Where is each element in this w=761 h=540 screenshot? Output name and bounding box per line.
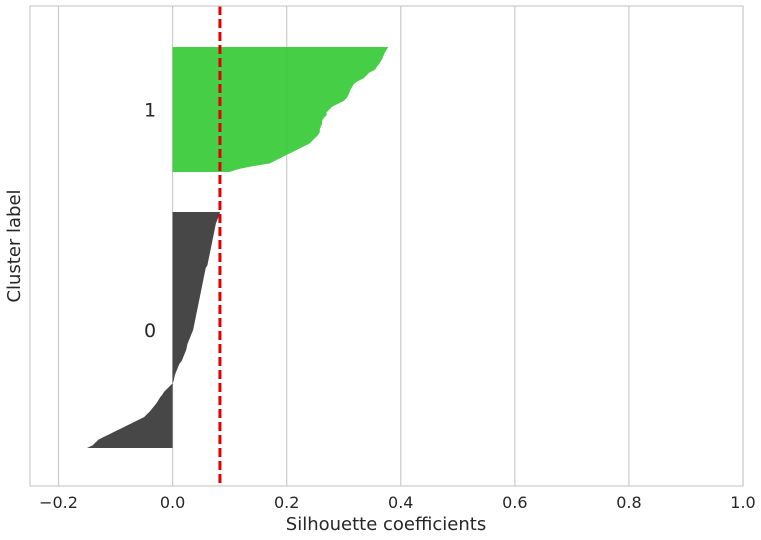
x-tick-label: −0.2 bbox=[39, 493, 78, 512]
silhouette-cluster-0 bbox=[87, 211, 220, 448]
y-axis-title: Cluster label bbox=[4, 189, 25, 302]
x-tick-labels: −0.2 0.0 0.2 0.4 0.6 0.8 1.0 bbox=[39, 493, 756, 512]
plot-background bbox=[30, 6, 743, 486]
x-tick-label: 1.0 bbox=[730, 493, 755, 512]
cluster-label: 1 bbox=[144, 99, 156, 121]
silhouette-cluster-1 bbox=[172, 47, 389, 172]
x-tick-label: 0.4 bbox=[388, 493, 413, 512]
x-tick-label: 0.0 bbox=[160, 493, 185, 512]
x-axis-title: Silhouette coefficients bbox=[286, 514, 486, 535]
cluster-silhouettes bbox=[87, 47, 389, 448]
x-tick-label: 0.8 bbox=[616, 493, 641, 512]
cluster-label: 0 bbox=[144, 320, 156, 342]
cluster-labels: 01 bbox=[144, 99, 156, 342]
plot-frame bbox=[29, 5, 744, 487]
x-tick-label: 0.2 bbox=[274, 493, 299, 512]
x-tick-label: 0.6 bbox=[502, 493, 527, 512]
